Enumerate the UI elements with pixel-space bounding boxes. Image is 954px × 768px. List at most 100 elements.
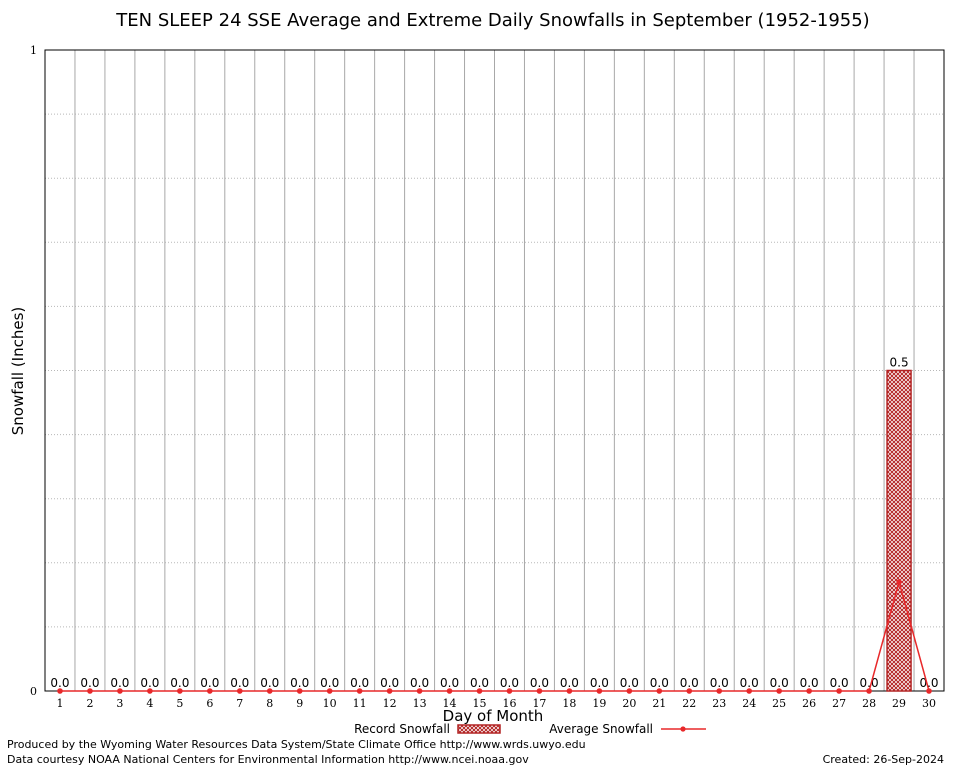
legend: Record Snowfall Average Snowfall [354, 722, 706, 736]
x-tick-label: 3 [116, 697, 123, 710]
average-point [746, 688, 753, 694]
bar-value-label: 0.0 [830, 676, 849, 690]
average-line [59, 579, 930, 692]
legend-average-label: Average Snowfall [549, 722, 653, 736]
x-tick-label: 23 [712, 697, 726, 710]
x-tick-label: 11 [353, 697, 367, 710]
chart-title: TEN SLEEP 24 SSE Average and Extreme Dai… [115, 10, 869, 31]
bar-value-label: 0.0 [110, 676, 129, 690]
average-point [476, 688, 483, 694]
legend-record-swatch [457, 724, 501, 734]
bar-value-label: 0.0 [710, 676, 729, 690]
bar-value-label: 0.0 [800, 676, 819, 690]
x-axis-label: Day of Month [443, 707, 544, 725]
bar-value-label: 0.0 [770, 676, 789, 690]
record-bar [886, 369, 912, 692]
average-point [386, 688, 393, 694]
average-point [296, 688, 303, 694]
average-point [236, 688, 243, 694]
average-point [147, 688, 153, 694]
legend-record-label: Record Snowfall [354, 722, 450, 736]
average-point [536, 688, 543, 694]
average-point [656, 688, 663, 694]
x-tick-label: 27 [832, 697, 846, 710]
x-tick-label: 9 [296, 697, 303, 710]
x-tick-label: 28 [862, 697, 876, 710]
x-tick-label: 12 [383, 697, 397, 710]
x-tick-label: 13 [413, 697, 427, 710]
average-point [926, 688, 932, 694]
x-tick-label: 14 [443, 697, 457, 710]
y-tick-label: 0 [30, 685, 37, 698]
x-tick-label: 10 [323, 697, 337, 710]
x-tick-label: 4 [146, 697, 153, 710]
average-point [207, 688, 213, 694]
average-point [356, 688, 363, 694]
average-point [896, 579, 902, 585]
bar-value-label: 0.0 [680, 676, 699, 690]
average-point [866, 688, 872, 694]
average-point [686, 688, 693, 694]
x-tick-label: 22 [682, 697, 696, 710]
footer-created: Created: 26-Sep-2024 [823, 753, 944, 766]
x-tick-label: 25 [772, 697, 786, 710]
bar-value-label: 0.0 [470, 676, 489, 690]
bar-value-label: 0.0 [919, 676, 938, 690]
footer-produced-by: Produced by the Wyoming Water Resources … [7, 738, 586, 751]
x-tick-label: 18 [562, 697, 576, 710]
average-point [626, 688, 633, 694]
bar-value-label: 0.0 [260, 676, 279, 690]
bar-value-label: 0.0 [80, 676, 99, 690]
average-point [117, 688, 123, 694]
bar-value-label: 0.0 [560, 676, 579, 690]
bar-value-label: 0.0 [290, 676, 309, 690]
average-point [266, 688, 273, 694]
bar-value-label: 0.0 [140, 676, 159, 690]
bar-value-label: 0.0 [650, 676, 669, 690]
x-tick-label: 20 [622, 697, 636, 710]
average-point [446, 688, 453, 694]
average-point [566, 688, 573, 694]
bar-value-label: 0.0 [200, 676, 219, 690]
x-tick-label: 15 [473, 697, 487, 710]
bar-value-label: 0.0 [50, 676, 69, 690]
x-tick-label: 5 [176, 697, 183, 710]
x-tick-label: 1 [56, 697, 63, 710]
bar-value-label: 0.0 [860, 676, 879, 690]
average-point [596, 688, 603, 694]
x-tick-label: 17 [532, 697, 546, 710]
bar-value-label: 0.0 [350, 676, 369, 690]
average-point [806, 688, 812, 694]
average-point [716, 688, 723, 694]
bar-value-label: 0.0 [590, 676, 609, 690]
x-tick-label: 8 [266, 697, 273, 710]
average-point [177, 688, 183, 694]
y-tick-label: 1 [30, 44, 37, 57]
average-point [836, 688, 842, 694]
bar-value-label: 0.0 [380, 676, 399, 690]
plot-area: 0 1 0.0 0.0 0.0 0.0 0.0 0.0 0.0 0.0 0.0 0.0 0.0 0.0 0.… [30, 44, 945, 710]
bar-value-label: 0.0 [440, 676, 459, 690]
bar-value-label: 0.5 [890, 356, 909, 370]
average-point [326, 688, 333, 694]
y-axis-label: Snowfall (Inches) [9, 307, 27, 435]
x-tick-label: 26 [802, 697, 816, 710]
bar-value-label: 0.0 [620, 676, 639, 690]
x-tick-label: 6 [206, 697, 213, 710]
average-point [416, 688, 423, 694]
bar-value-label: 0.0 [230, 676, 249, 690]
bar-value-label: 0.0 [320, 676, 339, 690]
bar-value-label: 0.0 [740, 676, 759, 690]
bar-value-label: 0.0 [530, 676, 549, 690]
x-tick-label: 19 [592, 697, 606, 710]
average-point [57, 688, 63, 694]
average-point [506, 688, 513, 694]
x-tick-label: 21 [652, 697, 666, 710]
bar-value-label: 0.0 [170, 676, 189, 690]
average-point [776, 688, 782, 694]
x-tick-label: 2 [86, 697, 93, 710]
average-point [87, 688, 93, 694]
bar-value-label: 0.0 [410, 676, 429, 690]
x-tick-label: 7 [236, 697, 243, 710]
